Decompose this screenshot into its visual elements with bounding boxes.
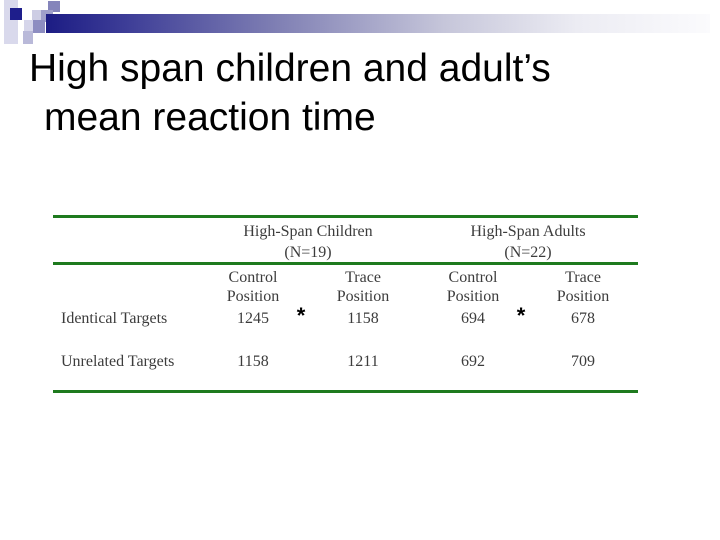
cell-identical-adults-control: 694 xyxy=(461,310,485,327)
table-rule-top xyxy=(53,215,638,218)
deco-square-slate-top xyxy=(48,1,60,12)
cell-identical-children-control: 1245 xyxy=(237,310,269,327)
row-label-identical-targets: Identical Targets xyxy=(61,310,168,327)
table-rule-middle xyxy=(53,262,638,265)
group-header-children-name: High-Span Children xyxy=(243,223,373,240)
column-header-adults-trace: Trace Position xyxy=(528,268,638,306)
cell-unrelated-adults-trace: 709 xyxy=(571,353,595,370)
cell-unrelated-children-trace: 1211 xyxy=(347,353,379,370)
cell-unrelated-children-control: 1158 xyxy=(237,353,269,370)
group-header-adults-n: (N=22) xyxy=(504,244,552,261)
deco-square-slate xyxy=(33,20,45,33)
cell-identical-children-trace: 1158 xyxy=(347,310,379,327)
group-header-children-n: (N=19) xyxy=(284,244,332,261)
slide-header-decoration xyxy=(0,0,720,50)
column-header-line: Position xyxy=(226,288,280,305)
column-header-line: Position xyxy=(446,288,500,305)
slide-title: High span children and adult’s mean reac… xyxy=(29,44,551,142)
reaction-time-table: High-Span Children (N=19) High-Span Adul… xyxy=(53,208,638,400)
column-header-line: Trace xyxy=(565,269,601,286)
column-header-line: Position xyxy=(336,288,390,305)
cell-identical-adults-trace: 678 xyxy=(571,310,595,327)
table-rule-bottom xyxy=(53,390,638,393)
column-header-line: Trace xyxy=(345,269,381,286)
deco-square-lavender xyxy=(23,31,33,44)
significance-asterisk-adults: * xyxy=(516,303,526,328)
column-header-line: Control xyxy=(228,269,278,286)
group-header-adults-name: High-Span Adults xyxy=(470,223,586,240)
deco-square-pale-2 xyxy=(24,20,33,31)
group-header-children: High-Span Children (N=19) xyxy=(198,221,418,263)
deco-square-pale-1 xyxy=(32,10,41,20)
column-header-line: Position xyxy=(556,288,610,305)
significance-asterisk-children: * xyxy=(296,303,306,328)
column-header-children-control: Control Position xyxy=(198,268,308,306)
deco-square-navy xyxy=(10,8,22,20)
deco-vertical-bar xyxy=(4,0,18,44)
column-header-adults-control: Control Position xyxy=(418,268,528,306)
column-header-children-trace: Trace Position xyxy=(308,268,418,306)
column-header-line: Control xyxy=(448,269,498,286)
group-header-adults: High-Span Adults (N=22) xyxy=(418,221,638,263)
title-line-2: mean reaction time xyxy=(44,96,376,139)
row-label-unrelated-targets: Unrelated Targets xyxy=(61,353,175,370)
title-line-1: High span children and adult’s xyxy=(29,47,551,90)
header-gradient-bar xyxy=(46,14,710,33)
cell-unrelated-adults-control: 692 xyxy=(461,353,485,370)
